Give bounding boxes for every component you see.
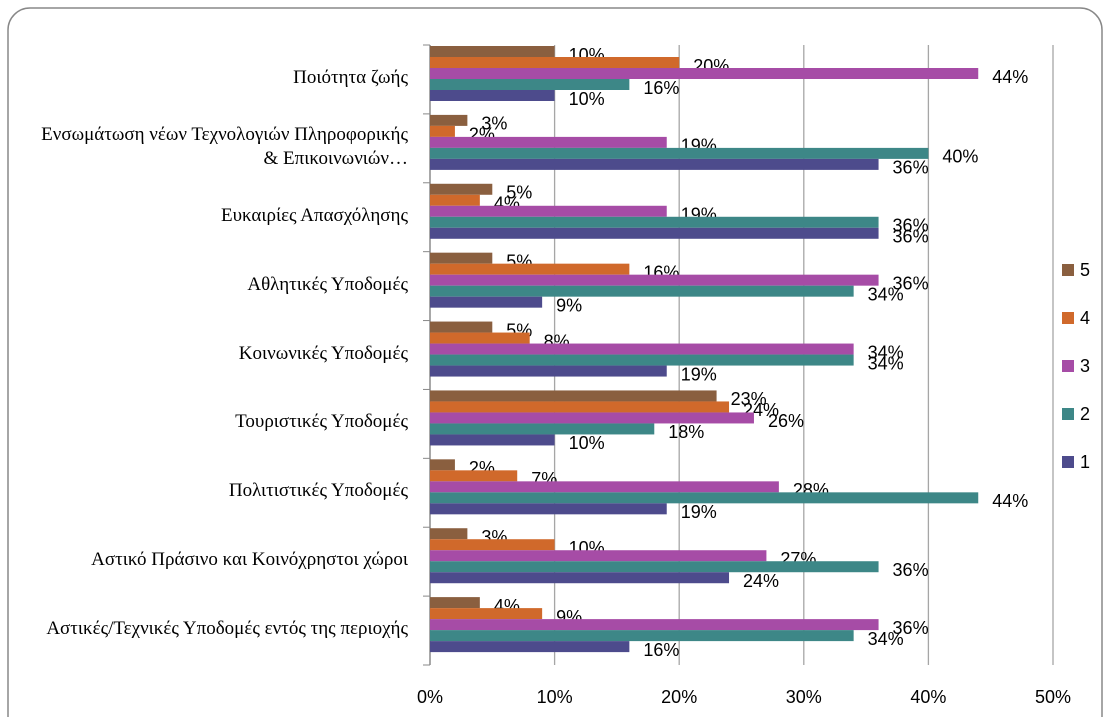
bar (430, 183, 493, 195)
data-label: 36% (893, 158, 929, 178)
data-label: 23% (731, 389, 767, 409)
bar (430, 412, 754, 424)
data-label: 19% (681, 364, 717, 384)
bar (430, 641, 630, 653)
y-tick-label: Αθλητικές Υποδομές (247, 273, 408, 295)
bar (430, 57, 680, 68)
data-label: 18% (668, 422, 704, 442)
bar (430, 492, 979, 504)
y-tick-label: Αστικές/Τεχνικές Υποδομές εντός της περι… (46, 618, 408, 640)
bar (430, 550, 767, 562)
legend-label: 5 (1080, 260, 1090, 280)
bar (430, 630, 854, 642)
data-label: 40% (942, 147, 978, 167)
y-tick-label: Ποιότητα ζωής (293, 67, 408, 88)
data-label: 9% (556, 295, 582, 315)
bar (430, 539, 555, 551)
bar (430, 423, 655, 435)
data-label: 44% (992, 491, 1028, 511)
data-label: 24% (743, 571, 779, 591)
bar (430, 434, 555, 446)
legend-label: 4 (1080, 308, 1090, 328)
bar (430, 561, 879, 573)
data-label: 19% (681, 502, 717, 522)
bar (430, 503, 667, 515)
bar (430, 332, 530, 344)
bar (430, 227, 879, 239)
bar (430, 90, 555, 101)
data-label: 26% (768, 411, 804, 431)
legend-swatch (1062, 264, 1074, 276)
bar (430, 354, 854, 366)
data-label: 10% (569, 89, 605, 109)
bar (430, 528, 468, 540)
bar (430, 136, 667, 148)
bar (430, 572, 730, 584)
bar (430, 158, 879, 170)
bar (430, 321, 493, 333)
data-label: 10% (569, 433, 605, 453)
bar (430, 46, 555, 57)
bar (430, 216, 879, 228)
bar (430, 401, 730, 413)
data-label: 16% (643, 640, 679, 660)
bar (430, 296, 543, 308)
bar (430, 194, 480, 206)
y-tick-label: Ευκαιρίες Απασχόλησης (221, 204, 408, 226)
legend-label: 1 (1080, 452, 1090, 472)
data-label: 36% (893, 618, 929, 638)
legend-label: 3 (1080, 356, 1090, 376)
bar (430, 147, 929, 159)
data-label: 3% (481, 114, 507, 134)
data-label: 16% (643, 78, 679, 98)
bar (430, 390, 717, 402)
data-label: 36% (893, 273, 929, 293)
bar (430, 114, 468, 126)
legend-swatch (1062, 456, 1074, 468)
bar (430, 68, 979, 79)
data-label: 36% (893, 560, 929, 580)
data-label: 36% (893, 216, 929, 236)
y-tick-label: Κοινωνικές Υποδομές (238, 342, 408, 364)
data-label: 5% (506, 183, 532, 203)
bar (430, 263, 630, 275)
data-label: 44% (992, 67, 1028, 87)
y-tick-label: Ενσωμάτωση νέων Τεχνολογιών Πληροφορικής… (41, 123, 408, 169)
bar (430, 252, 493, 264)
bar (430, 343, 854, 355)
x-tick-label: 20% (661, 687, 697, 707)
bar (430, 79, 630, 90)
bar (430, 608, 543, 620)
bar (430, 274, 879, 286)
bar (430, 597, 480, 609)
data-label: 34% (868, 629, 904, 649)
x-tick-label: 30% (786, 687, 822, 707)
x-tick-label: 40% (910, 687, 946, 707)
bar (430, 365, 667, 377)
x-tick-label: 10% (537, 687, 573, 707)
data-label: 36% (893, 227, 929, 247)
bar (430, 481, 779, 493)
legend-swatch (1062, 408, 1074, 420)
bar (430, 205, 667, 217)
legend-swatch (1062, 360, 1074, 372)
bar (430, 459, 455, 471)
y-tick-label: Αστικό Πράσινο και Κοινόχρηστοι χώροι (91, 549, 408, 571)
y-tick-label: Τουριστικές Υποδομές (235, 411, 408, 433)
bar (430, 470, 518, 482)
legend-label: 2 (1080, 404, 1090, 424)
data-label: 34% (868, 353, 904, 373)
x-tick-label: 0% (417, 687, 443, 707)
data-label: 34% (868, 342, 904, 362)
bar (430, 125, 455, 137)
legend-swatch (1062, 312, 1074, 324)
bar (430, 619, 879, 631)
x-tick-label: 50% (1035, 687, 1071, 707)
y-tick-label: Πολιτιστικές Υποδομές (228, 480, 408, 502)
bar (430, 285, 854, 297)
data-label: 34% (868, 284, 904, 304)
